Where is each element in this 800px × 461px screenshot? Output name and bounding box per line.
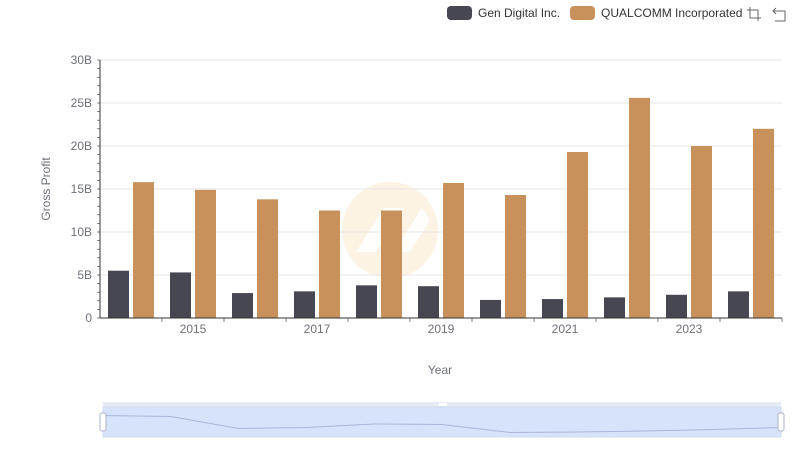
zoom-reset-icon[interactable] xyxy=(772,6,788,22)
legend-label-qualcomm: QUALCOMM Incorporated xyxy=(601,6,743,20)
y-tick-label: 25B xyxy=(71,96,92,110)
bar-gen-digital-2017[interactable] xyxy=(294,291,315,318)
zoom-window[interactable] xyxy=(102,406,782,438)
zoom-handle-right[interactable] xyxy=(777,412,785,432)
x-tick-label: 2021 xyxy=(552,322,579,336)
bar-qualcomm-2020[interactable] xyxy=(505,195,526,318)
legend-item-qualcomm[interactable]: QUALCOMM Incorporated xyxy=(570,6,742,20)
bar-gen-digital-2015[interactable] xyxy=(170,272,191,318)
bar-gen-digital-2014[interactable] xyxy=(108,270,129,318)
bar-gen-digital-2021[interactable] xyxy=(542,299,563,318)
bar-qualcomm-2019[interactable] xyxy=(443,182,464,318)
x-tick-label: 2015 xyxy=(180,322,207,336)
x-axis-title: Year xyxy=(428,363,452,377)
bar-qualcomm-2021[interactable] xyxy=(567,152,588,318)
y-tick-label: 10B xyxy=(71,225,92,239)
bar-qualcomm-2023[interactable] xyxy=(691,146,712,318)
bar-qualcomm-2022[interactable] xyxy=(629,97,650,318)
bar-qualcomm-2016[interactable] xyxy=(257,199,278,318)
bar-gen-digital-2020[interactable] xyxy=(480,299,501,318)
bar-qualcomm-2017[interactable] xyxy=(319,210,340,319)
chart-legend: Gen Digital Inc. QUALCOMM Incorporated xyxy=(447,4,742,22)
x-tick-label: 2017 xyxy=(304,322,331,336)
legend-swatch-gen-digital xyxy=(447,6,472,20)
legend-label-gen-digital: Gen Digital Inc. xyxy=(478,6,561,20)
y-tick-label: 30B xyxy=(71,53,92,67)
y-tick-label: 5B xyxy=(77,268,92,282)
legend-swatch-qualcomm xyxy=(570,6,596,20)
x-tick-label: 2019 xyxy=(428,322,455,336)
bar-qualcomm-2018[interactable] xyxy=(381,210,402,319)
x-tick-label: 2023 xyxy=(676,322,703,336)
bar-gen-digital-2019[interactable] xyxy=(418,286,439,318)
zoom-drag-grip[interactable] xyxy=(439,403,447,406)
data-zoom-slider[interactable] xyxy=(99,402,785,438)
bar-qualcomm-2015[interactable] xyxy=(195,189,216,318)
bar-qualcomm-2024[interactable] xyxy=(753,128,774,318)
zoom-preview-line xyxy=(102,415,782,434)
y-tick-label: 20B xyxy=(71,139,92,153)
bar-gen-digital-2018[interactable] xyxy=(356,285,377,318)
legend-item-gen-digital[interactable]: Gen Digital Inc. xyxy=(447,6,560,20)
bar-gen-digital-2023[interactable] xyxy=(666,294,687,318)
zoom-select-icon[interactable] xyxy=(746,6,762,22)
bar-gen-digital-2024[interactable] xyxy=(728,291,749,318)
bar-gen-digital-2016[interactable] xyxy=(232,293,253,318)
zoom-handle-left[interactable] xyxy=(99,412,107,432)
bar-gen-digital-2022[interactable] xyxy=(604,297,625,318)
y-tick-label: 0 xyxy=(85,311,92,325)
y-axis-title: Gross Profit xyxy=(39,157,53,221)
y-tick-label: 15B xyxy=(71,182,92,196)
bar-qualcomm-2014[interactable] xyxy=(133,182,154,318)
